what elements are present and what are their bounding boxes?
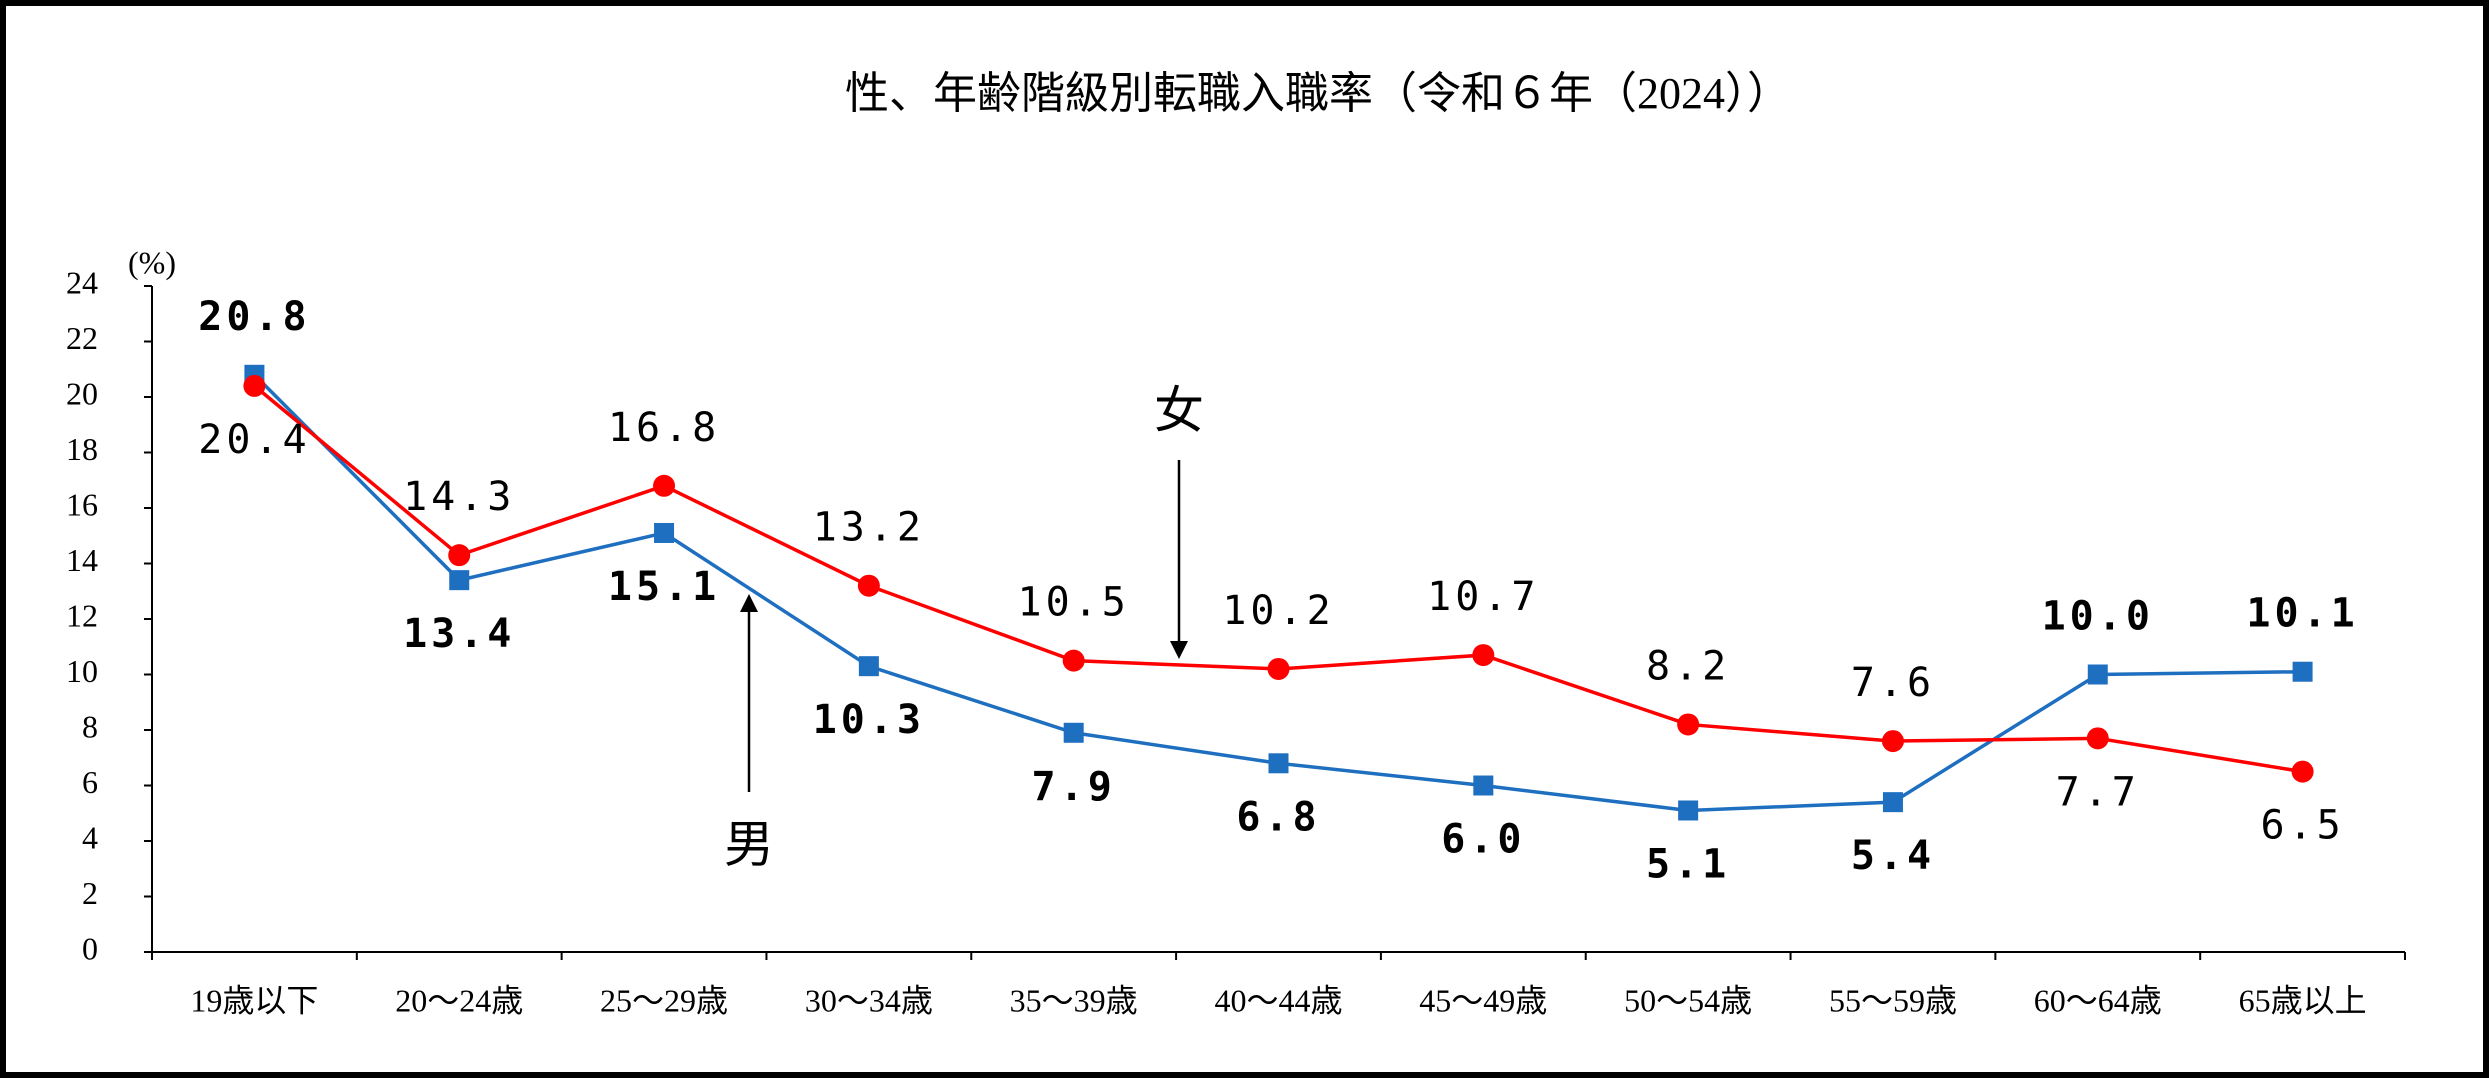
marker [2291, 760, 2314, 783]
marker [2086, 727, 2109, 750]
x-tick-label: 19歳以下 [190, 982, 318, 1018]
series-annotation: 男 [724, 816, 774, 872]
value-label: 13.2 [813, 505, 925, 551]
value-label: 10.7 [1427, 574, 1539, 620]
value-label: 6.8 [1236, 794, 1320, 840]
value-label: 5.1 [1646, 841, 1730, 887]
arrow-head [740, 594, 758, 612]
arrow-head [1170, 641, 1188, 659]
y-tick-label: 18 [66, 431, 98, 467]
x-tick-label: 25～29歳 [600, 982, 728, 1018]
value-label: 10.5 [1018, 580, 1130, 626]
x-tick-label: 30～34歳 [805, 982, 933, 1018]
y-tick-label: 24 [66, 264, 98, 300]
value-label: 5.4 [1851, 833, 1935, 879]
x-tick-label: 55～59歳 [1829, 982, 1957, 1018]
value-label: 10.3 [813, 697, 925, 743]
x-tick-label: 50～54歳 [1624, 982, 1752, 1018]
marker [1881, 730, 1904, 753]
y-tick-label: 10 [66, 653, 98, 689]
value-label: 20.4 [198, 417, 310, 463]
y-tick-label: 20 [66, 375, 98, 411]
value-label: 7.6 [1851, 660, 1935, 706]
value-label: 16.8 [608, 405, 720, 451]
value-label: 10.2 [1222, 588, 1334, 634]
y-tick-label: 12 [66, 597, 98, 633]
y-tick-label: 22 [66, 320, 98, 356]
marker [448, 544, 471, 567]
marker [858, 656, 879, 677]
value-label: 13.4 [403, 611, 515, 657]
marker [1062, 649, 1085, 672]
marker [1677, 713, 1700, 736]
marker [1473, 775, 1494, 796]
marker [449, 570, 470, 591]
marker [857, 574, 880, 597]
y-unit: (%) [128, 244, 176, 280]
x-tick-label: 35～39歳 [1010, 982, 1138, 1018]
marker [1472, 644, 1495, 667]
value-label: 6.0 [1441, 817, 1525, 863]
value-label: 8.2 [1646, 643, 1730, 689]
y-tick-label: 8 [82, 708, 98, 744]
marker [1678, 800, 1699, 821]
y-tick-label: 6 [82, 764, 98, 800]
y-tick-label: 14 [66, 542, 98, 578]
y-tick-label: 16 [66, 486, 98, 522]
marker [2292, 661, 2313, 682]
x-tick-label: 40～44歳 [1214, 982, 1342, 1018]
value-label: 6.5 [2260, 803, 2344, 849]
value-label: 7.9 [1032, 764, 1116, 810]
x-tick-label: 20～24歳 [395, 982, 523, 1018]
value-label: 20.8 [198, 294, 310, 340]
value-label: 10.1 [2246, 591, 2358, 637]
value-label: 15.1 [608, 564, 720, 610]
marker [653, 474, 676, 497]
y-tick-label: 2 [82, 875, 98, 911]
marker [243, 374, 266, 397]
marker [1267, 657, 1290, 680]
x-tick-label: 65歳以上 [2239, 982, 2367, 1018]
chart-title: 性、年齢階級別転職入職率（令和６年（2024）） [845, 69, 1791, 118]
marker [654, 522, 675, 543]
x-tick-label: 60～64歳 [2034, 982, 2162, 1018]
value-label: 14.3 [403, 474, 515, 520]
marker [1268, 753, 1289, 774]
x-tick-label: 45～49歳 [1419, 982, 1547, 1018]
series-annotation: 女 [1154, 382, 1204, 438]
marker [1882, 792, 1903, 813]
marker [1063, 722, 1084, 743]
y-tick-label: 4 [82, 819, 98, 855]
marker [2087, 664, 2108, 685]
y-tick-label: 0 [82, 930, 98, 966]
value-label: 7.7 [2056, 769, 2140, 815]
value-label: 10.0 [2042, 594, 2154, 640]
